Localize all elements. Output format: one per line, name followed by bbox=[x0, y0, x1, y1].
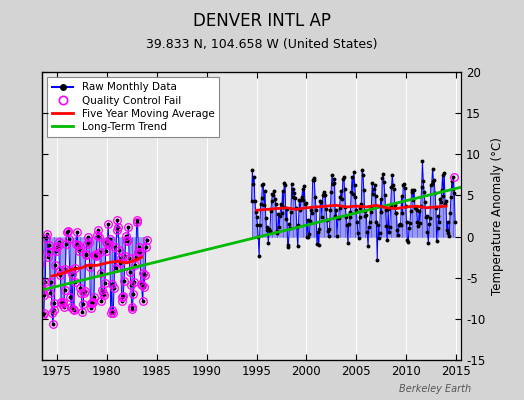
Legend: Raw Monthly Data, Quality Control Fail, Five Year Moving Average, Long-Term Tren: Raw Monthly Data, Quality Control Fail, … bbox=[47, 77, 220, 137]
Text: DENVER INTL AP: DENVER INTL AP bbox=[193, 12, 331, 30]
Text: 39.833 N, 104.658 W (United States): 39.833 N, 104.658 W (United States) bbox=[146, 38, 378, 51]
Text: Berkeley Earth: Berkeley Earth bbox=[399, 384, 472, 394]
Y-axis label: Temperature Anomaly (°C): Temperature Anomaly (°C) bbox=[491, 137, 504, 295]
